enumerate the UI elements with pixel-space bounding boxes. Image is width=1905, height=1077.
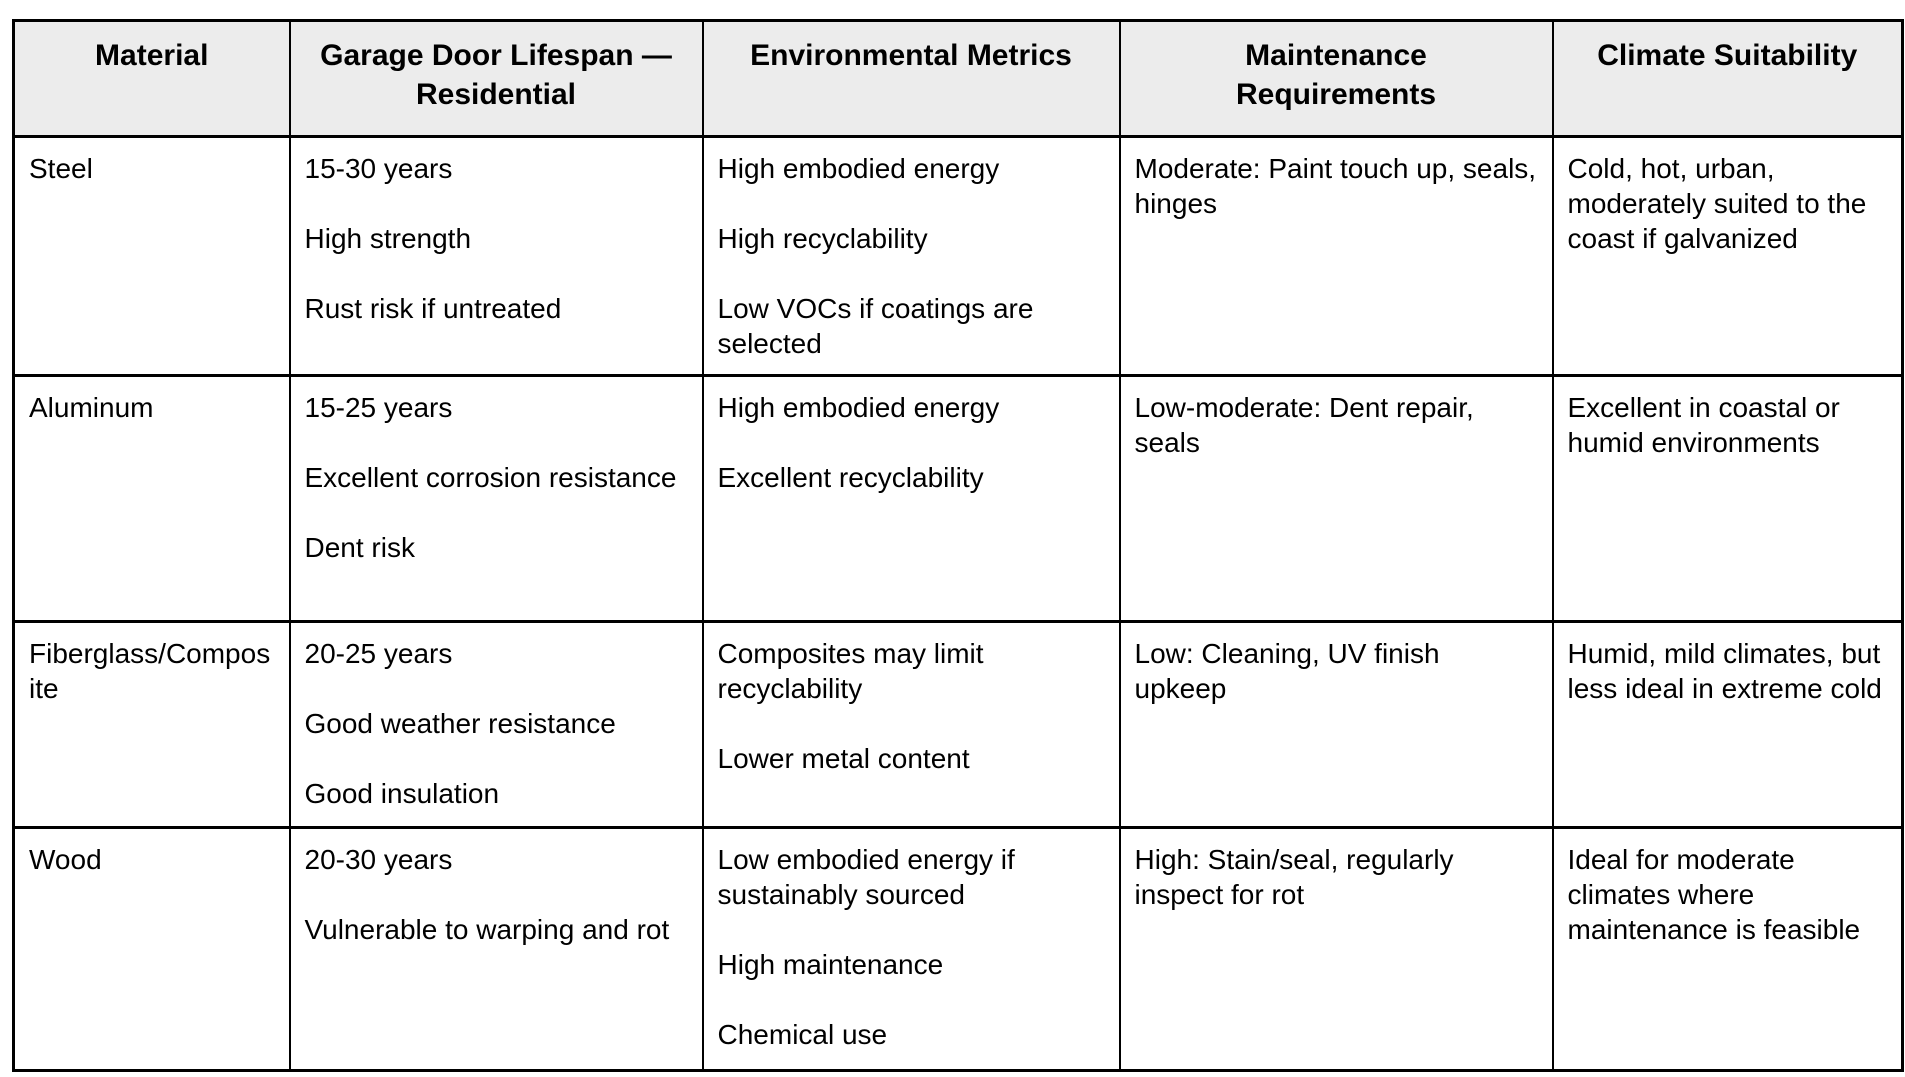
- column-header-material: Material: [12, 19, 291, 138]
- column-header-maintenance: Maintenance Requirements: [1118, 19, 1554, 138]
- table-row-wood: Wood 20-30 years Vulnerable to warping a…: [12, 826, 1904, 1072]
- cell-wood-material: Wood: [12, 826, 291, 1072]
- column-header-climate: Climate Suitability: [1551, 19, 1904, 138]
- cell-wood-climate: Ideal for moderate climates where mainte…: [1551, 826, 1904, 1072]
- cell-fiberglass-maintenance: Low: Cleaning, UV finish upkeep: [1118, 620, 1554, 829]
- cell-steel-material: Steel: [12, 135, 291, 377]
- cell-aluminum-environmental: High embodied energy Excellent recyclabi…: [701, 374, 1121, 623]
- cell-aluminum-climate: Excellent in coastal or humid environmen…: [1551, 374, 1904, 623]
- cell-aluminum-maintenance: Low-moderate: Dent repair, seals: [1118, 374, 1554, 623]
- cell-steel-environmental: High embodied energy High recyclability …: [701, 135, 1121, 377]
- column-header-environmental: Environmental Metrics: [701, 19, 1121, 138]
- table-row-steel: Steel 15-30 years High strength Rust ris…: [12, 135, 1904, 377]
- column-header-lifespan: Garage Door Lifespan — Residential: [288, 19, 704, 138]
- table-header-row: Material Garage Door Lifespan — Resident…: [12, 19, 1904, 138]
- cell-aluminum-lifespan: 15-25 years Excellent corrosion resistan…: [288, 374, 704, 623]
- cell-wood-lifespan: 20-30 years Vulnerable to warping and ro…: [288, 826, 704, 1072]
- cell-fiberglass-climate: Humid, mild climates, but less ideal in …: [1551, 620, 1904, 829]
- table-row-fiberglass-composite: Fiberglass/Composite 20-25 years Good we…: [12, 620, 1904, 829]
- cell-steel-climate: Cold, hot, urban, moderately suited to t…: [1551, 135, 1904, 377]
- cell-wood-environmental: Low embodied energy if sustainably sourc…: [701, 826, 1121, 1072]
- cell-fiberglass-material: Fiberglass/Composite: [12, 620, 291, 829]
- table-row-aluminum: Aluminum 15-25 years Excellent corrosion…: [12, 374, 1904, 623]
- cell-fiberglass-environmental: Composites may limit recyclability Lower…: [701, 620, 1121, 829]
- cell-steel-maintenance: Moderate: Paint touch up, seals, hinges: [1118, 135, 1554, 377]
- cell-steel-lifespan: 15-30 years High strength Rust risk if u…: [288, 135, 704, 377]
- garage-door-materials-table: Material Garage Door Lifespan — Resident…: [12, 19, 1904, 1072]
- cell-aluminum-material: Aluminum: [12, 374, 291, 623]
- cell-wood-maintenance: High: Stain/seal, regularly inspect for …: [1118, 826, 1554, 1072]
- cell-fiberglass-lifespan: 20-25 years Good weather resistance Good…: [288, 620, 704, 829]
